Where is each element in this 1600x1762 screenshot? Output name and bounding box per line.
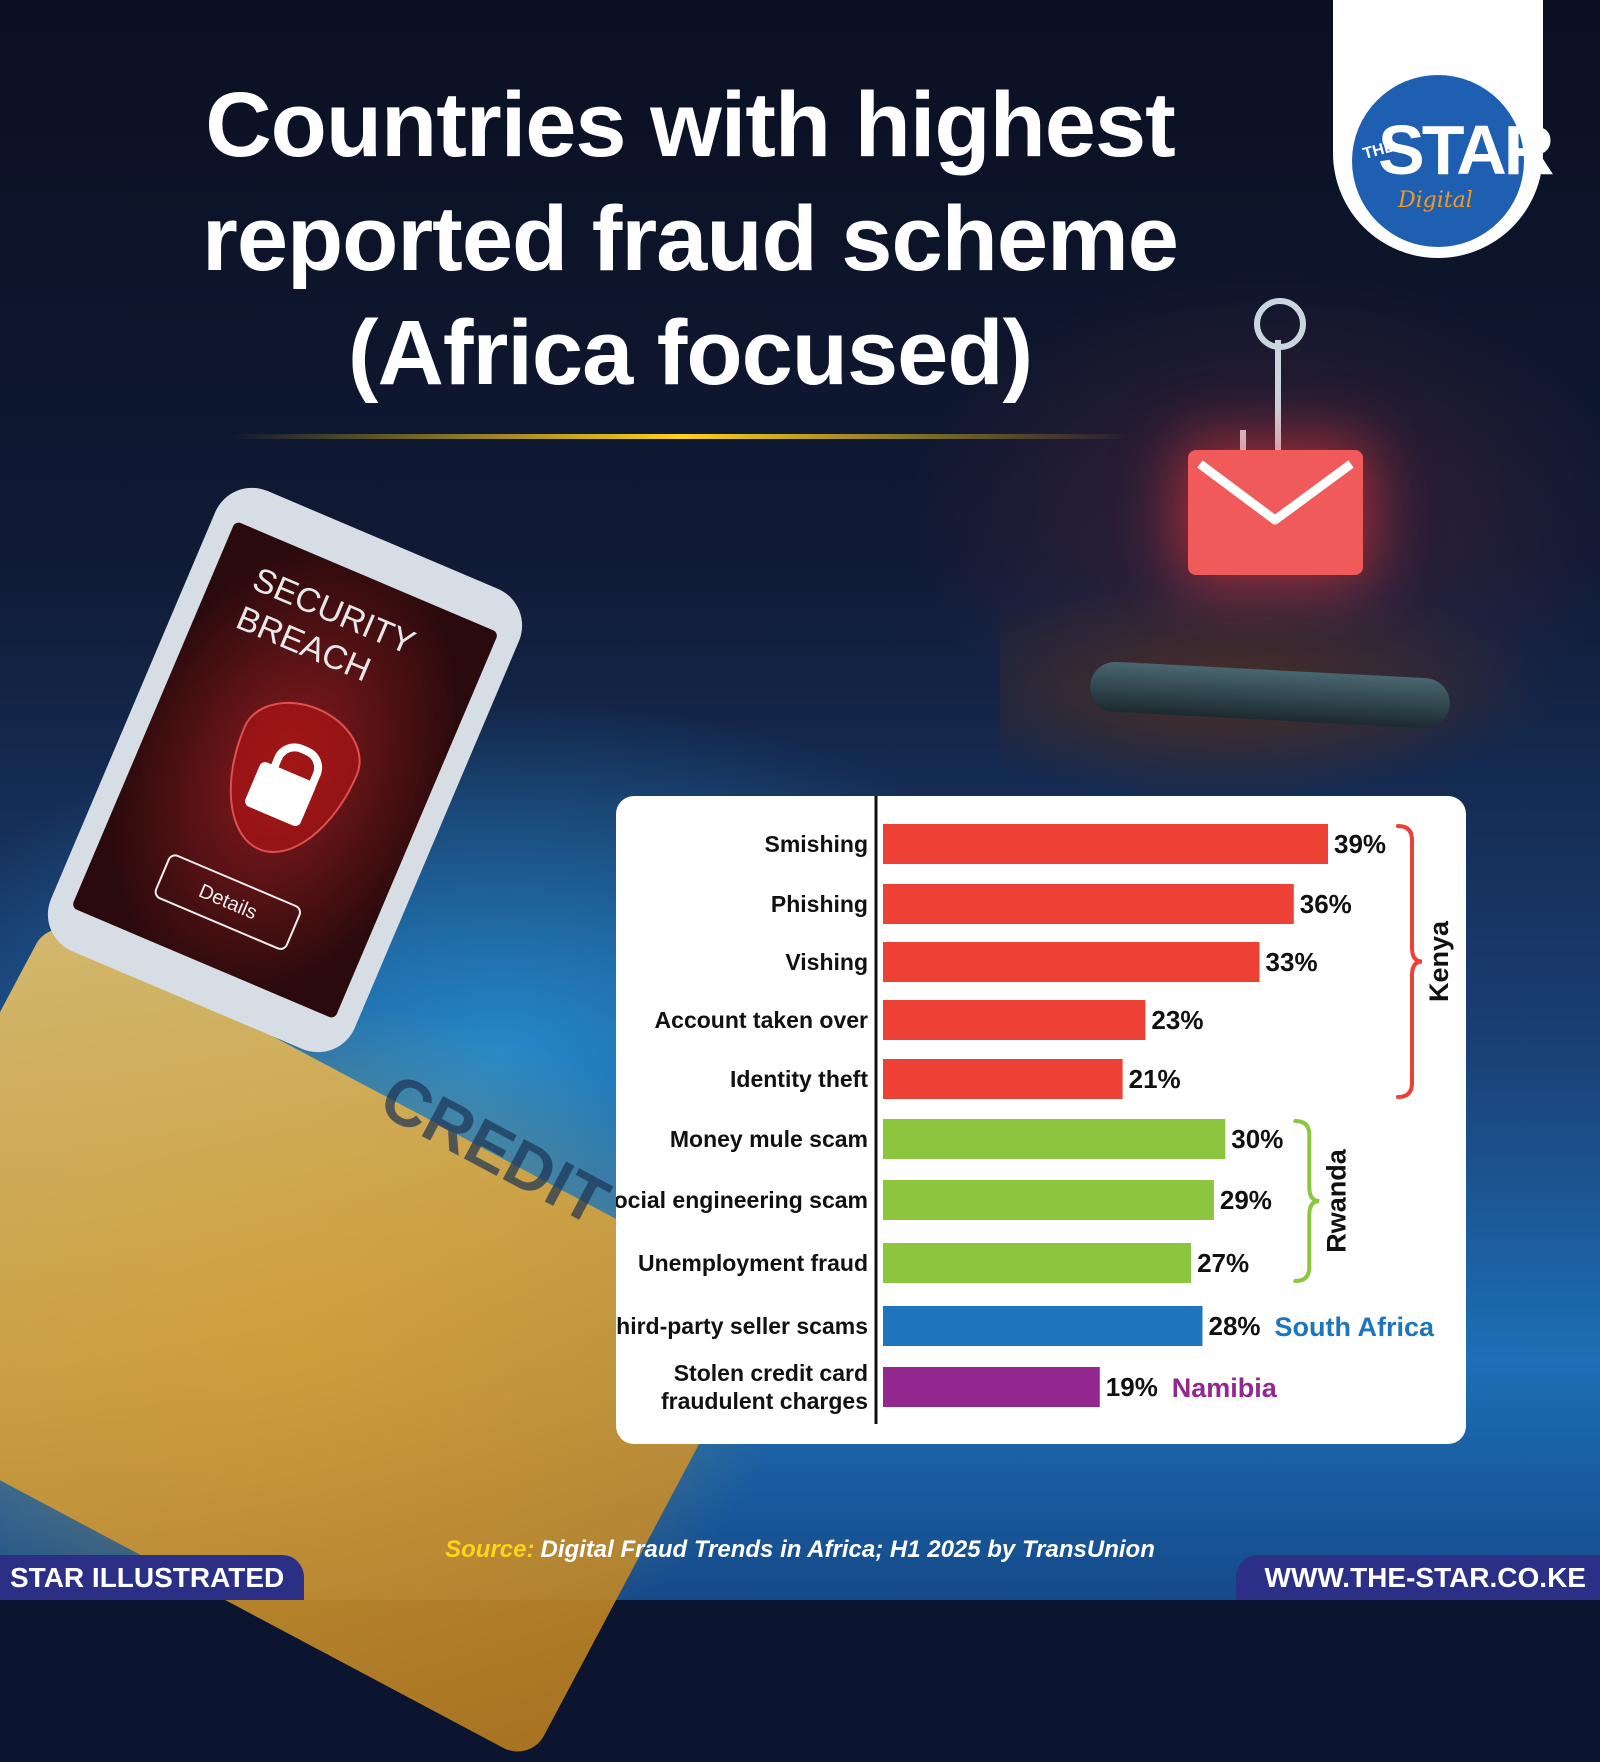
fishing-hook-shank (1275, 340, 1281, 470)
data-label: 23% (1151, 1005, 1203, 1035)
title-underline (230, 434, 1130, 439)
bar (883, 884, 1294, 924)
bar (883, 942, 1260, 982)
title-line-2: reported fraud scheme (202, 188, 1179, 290)
bar (883, 1000, 1146, 1040)
footer-star-illustrated: STAR ILLUSTRATED (0, 1555, 304, 1600)
title-line-1: Countries with highest (205, 74, 1176, 176)
category-label: Vishing (785, 949, 868, 975)
group-label: Rwanda (1321, 1148, 1351, 1253)
data-label: 33% (1266, 947, 1318, 977)
bar (883, 1180, 1214, 1220)
source-note: Source: Digital Fraud Trends in Africa; H… (0, 1536, 1600, 1564)
category-label: Account taken over (655, 1007, 868, 1033)
details-button: Details (152, 851, 304, 953)
category-label: Stolen credit card fraudulent charges (661, 1360, 868, 1414)
group-label: Namibia (1172, 1373, 1278, 1403)
group-label: Kenya (1424, 920, 1454, 1002)
bar (883, 1306, 1203, 1346)
data-label: 27% (1197, 1248, 1249, 1278)
bar (883, 1243, 1192, 1283)
data-label: 36% (1300, 889, 1352, 919)
group-bracket (1293, 1119, 1320, 1283)
logo-star-text: STAR (1378, 111, 1554, 189)
data-label: 21% (1129, 1064, 1181, 1094)
data-label: 30% (1231, 1124, 1283, 1154)
source-text: Digital Fraud Trends in Africa; H1 2025 … (540, 1536, 1155, 1563)
data-label: 28% (1208, 1311, 1260, 1341)
envelope-icon (1188, 450, 1363, 575)
data-label: 39% (1334, 829, 1386, 859)
category-label: Third-party seller scams (616, 1313, 868, 1339)
category-label: Unemployment fraud (638, 1250, 868, 1276)
bar (883, 1059, 1123, 1099)
bar (883, 1367, 1100, 1407)
data-label: 19% (1106, 1372, 1158, 1402)
category-label: Smishing (764, 831, 868, 857)
category-label: Money mule scam (670, 1126, 868, 1152)
page-title: Countries with highest reported fraud sc… (120, 68, 1260, 410)
group-label: South Africa (1274, 1312, 1434, 1342)
chart-panel: Smishing 39% Phishing 36% Vishing 33% Account … (616, 796, 1466, 1444)
bar (883, 824, 1328, 864)
logo-digital-text: Digital (1398, 188, 1473, 213)
title-line-3: (Africa focused) (347, 302, 1033, 404)
source-label: Source: (445, 1536, 535, 1563)
bar-chart: Smishing 39% Phishing 36% Vishing 33% Account … (616, 796, 1454, 1424)
group-bracket (1396, 824, 1423, 1099)
footer-website-link[interactable]: WWW.THE-STAR.CO.KE (1236, 1555, 1600, 1600)
the-star-logo (1352, 75, 1524, 247)
bar (883, 1119, 1226, 1159)
category-label: Phishing (771, 891, 868, 917)
category-label: Social engineering scam (616, 1187, 868, 1213)
category-label: Identity theft (730, 1066, 868, 1092)
data-label: 29% (1220, 1185, 1272, 1215)
